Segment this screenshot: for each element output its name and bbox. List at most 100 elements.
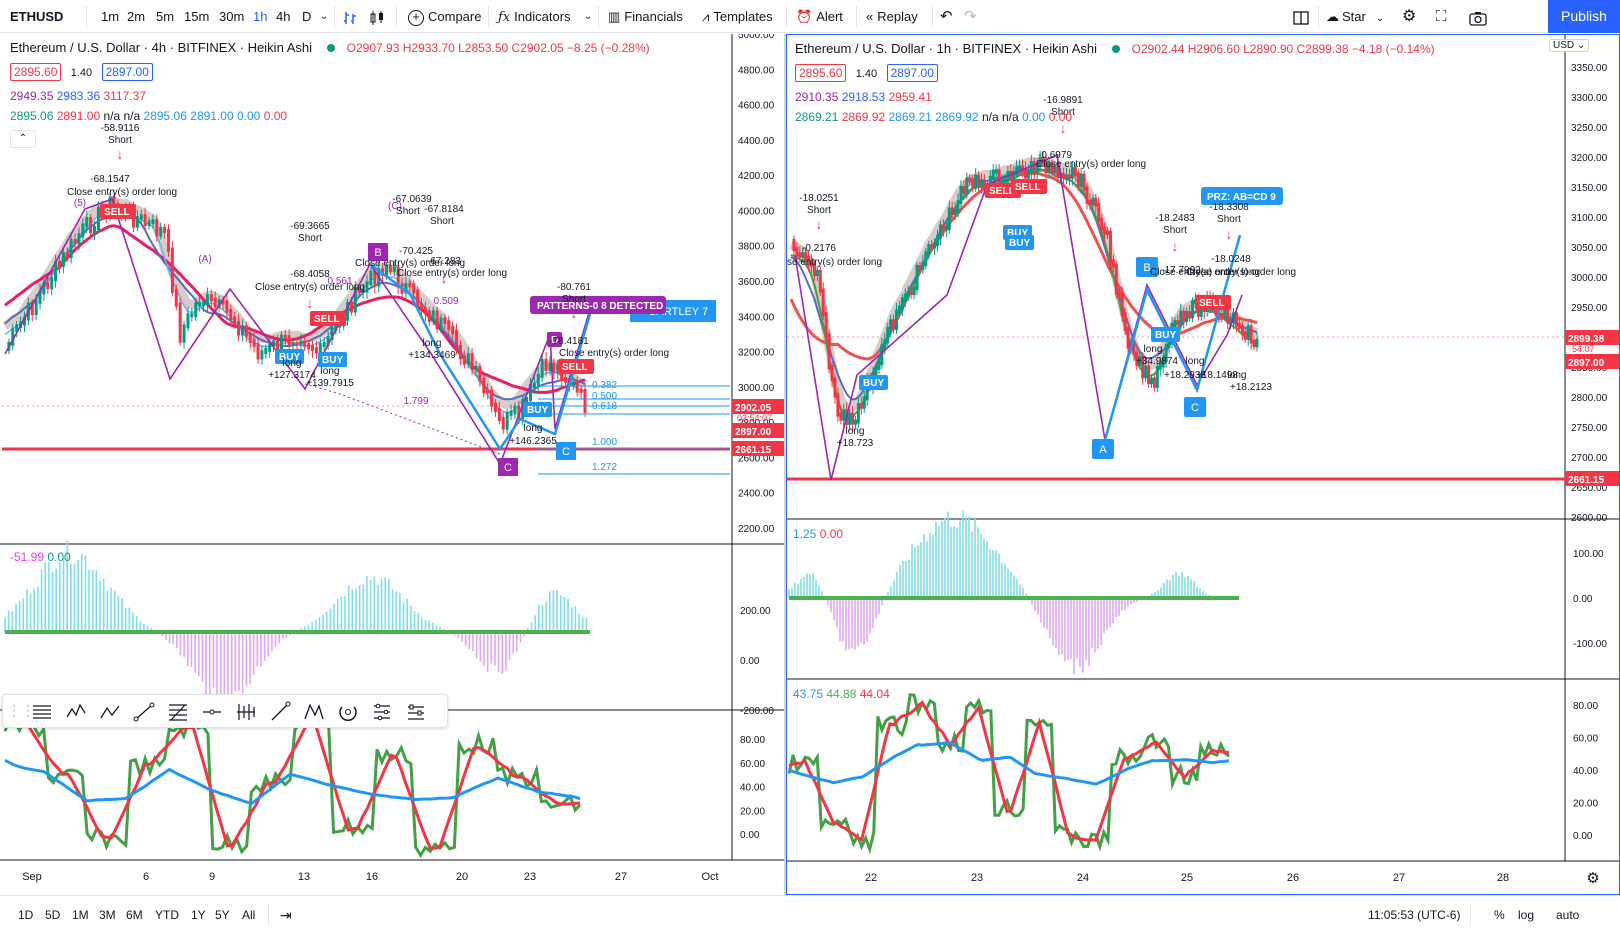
ha-candle-body: [1161, 358, 1165, 368]
compare-button[interactable]: + Compare: [408, 0, 481, 33]
ha-candle-body: [283, 334, 287, 340]
chevron-down-icon[interactable]: ⌄: [584, 11, 593, 22]
ha-candle-body: [859, 403, 863, 409]
short-arrow-icon: ↓: [117, 146, 124, 162]
zigzag-pattern: [4, 197, 591, 466]
interval-1m[interactable]: 1m: [101, 9, 120, 24]
ha-candle-body: [1000, 180, 1004, 186]
symbol-search[interactable]: ETHUSD: [10, 9, 64, 24]
ma-value: 2983.36: [56, 89, 101, 103]
financials-label: Financials: [624, 9, 683, 24]
fullscreen-icon[interactable]: ⛶: [1436, 8, 1447, 25]
ha-candle-body: [909, 290, 913, 296]
trade-badge: BUY: [1155, 330, 1176, 341]
range-ytd[interactable]: YTD: [155, 908, 179, 922]
interval-2m[interactable]: 2m: [127, 9, 146, 24]
interval-4h[interactable]: 4h: [276, 9, 291, 24]
interval-30m[interactable]: 30m: [219, 9, 245, 24]
star-button[interactable]: ☁ Star ⌄: [1326, 0, 1384, 33]
currency-select[interactable]: USD ⌄: [1549, 39, 1590, 52]
trade-badge: D: [551, 335, 558, 346]
ha-candle-body: [877, 361, 881, 370]
replay-button[interactable]: «Replay: [866, 0, 918, 33]
range-6m[interactable]: 6M: [126, 908, 143, 922]
right-symbol-title[interactable]: Ethereum / U.S. Dollar · 1h · BITFINEX ·…: [795, 41, 1097, 56]
xabcd-pattern-icon[interactable]: [303, 701, 325, 723]
horizontal-ray-icon[interactable]: [201, 701, 223, 723]
ind-value: 0.00: [1022, 110, 1046, 124]
range-3m[interactable]: 3M: [99, 908, 116, 922]
interval-15m[interactable]: 15m: [184, 9, 210, 24]
interval-5m[interactable]: 5m: [156, 9, 175, 24]
price-tick: 2750.00: [1571, 423, 1608, 434]
ha-candle-body: [842, 409, 846, 421]
templates-button[interactable]: ⩘ Templates: [702, 0, 773, 33]
indicators-button[interactable]: ƒx Indicators: [498, 0, 571, 33]
right-chart-panel[interactable]: 3350.00 3300.00 3250.00 3200.00 3150.00 3100.…: [772, 34, 1620, 895]
publish-button[interactable]: Publish: [1548, 0, 1620, 33]
alert-button[interactable]: ⏰ Alert: [796, 0, 843, 33]
left-chart-canvas[interactable]: 5000.00 4800.00 4600.00 4400.00 4200.00 4000.…: [0, 30, 784, 895]
range-5d[interactable]: 5D: [45, 908, 61, 922]
time-tick: Sep: [22, 871, 42, 883]
ha-candle-body: [229, 308, 233, 321]
ask-price[interactable]: 2897.00: [101, 63, 153, 81]
wave-pattern-icon[interactable]: [65, 701, 87, 723]
range-all[interactable]: All: [242, 908, 256, 922]
line-tool-icon[interactable]: [269, 701, 291, 723]
interval-d[interactable]: D: [302, 9, 312, 24]
settings-sliders-icon[interactable]: [405, 701, 427, 723]
ha-candle-body: [982, 179, 986, 190]
ha-candle-body: [462, 355, 466, 365]
go-to-date-icon[interactable]: ⇥: [280, 907, 292, 923]
auto-toggle[interactable]: auto: [1556, 908, 1580, 922]
ha-candle-body: [1088, 199, 1092, 206]
left-symbol-title[interactable]: Ethereum / U.S. Dollar · 4h · BITFINEX ·…: [10, 40, 312, 55]
collapse-legend-icon[interactable]: ⌃: [10, 130, 36, 148]
chevron-down-icon[interactable]: ⌄: [320, 11, 329, 22]
bid-price[interactable]: 2895.60: [795, 64, 847, 82]
redo-icon[interactable]: ↷: [964, 8, 977, 25]
ha-candle-body: [1076, 172, 1080, 188]
financials-button[interactable]: ▥ Financials: [608, 0, 683, 33]
range-1d[interactable]: 1D: [18, 908, 34, 922]
camera-icon[interactable]: [1468, 0, 1488, 33]
ha-candle-body: [956, 200, 960, 214]
ha-candle-body: [54, 260, 58, 282]
interval-1h[interactable]: 1h: [253, 9, 268, 24]
ha-candle-body: [240, 325, 244, 336]
bar-chart-icon[interactable]: [342, 0, 360, 33]
trend-line-icon[interactable]: [133, 701, 155, 723]
magnet-icon[interactable]: [337, 701, 359, 723]
range-1y[interactable]: 1Y: [191, 908, 206, 922]
object-tree-icon[interactable]: [371, 701, 393, 723]
clock-time[interactable]: 11:05:53 (UTC-6): [1368, 908, 1461, 922]
drag-handle-icon[interactable]: ⋮⋮: [7, 702, 35, 718]
candles-icon[interactable]: [368, 0, 386, 33]
ha-candle-body: [517, 405, 521, 419]
ha-candle-body: [556, 363, 560, 374]
price-range-icon[interactable]: [235, 701, 257, 723]
abc-pattern-icon[interactable]: [99, 701, 121, 723]
percent-toggle[interactable]: %: [1494, 908, 1505, 922]
ha-candle-body: [1164, 343, 1168, 363]
range-5y[interactable]: 5Y: [215, 908, 230, 922]
log-toggle[interactable]: log: [1518, 908, 1535, 922]
horizontal-lines-icon[interactable]: [31, 701, 53, 723]
gear-icon[interactable]: ⚙: [1402, 8, 1417, 25]
fib-retracement-icon[interactable]: [167, 701, 189, 723]
chevron-down-icon: ⌄: [1574, 40, 1586, 51]
range-1m[interactable]: 1M: [72, 908, 89, 922]
ask-price[interactable]: 2897.00: [886, 64, 938, 82]
panel-divider[interactable]: [784, 34, 786, 895]
annotation-text: -17.7992: [1161, 265, 1201, 276]
left-chart-panel[interactable]: 5000.00 4800.00 4600.00 4400.00 4200.00 4000.…: [0, 30, 784, 895]
rsi-value: 44.88: [826, 687, 857, 701]
undo-icon[interactable]: ↶: [940, 8, 953, 25]
bid-price[interactable]: 2895.60: [10, 63, 62, 81]
price-tick: 4400.00: [738, 136, 775, 147]
right-chart-canvas[interactable]: 3350.00 3300.00 3250.00 3200.00 3150.00 3100.…: [772, 35, 1619, 894]
annotation-text: -68.1547: [90, 174, 130, 185]
ma-value: 2918.53: [841, 90, 886, 104]
layout-icon[interactable]: [1292, 0, 1310, 33]
